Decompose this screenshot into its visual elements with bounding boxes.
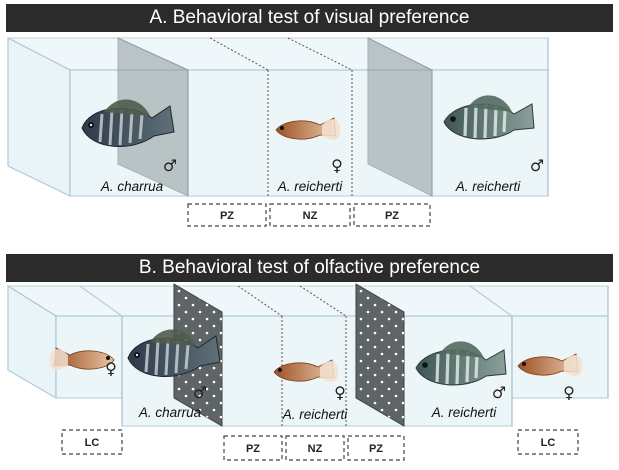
panel-a-zone-boxes: [187, 203, 431, 227]
panel-b-zone-nz: NZ: [308, 443, 323, 455]
panel-b-title: B. Behavioral test of olfactive preferen…: [6, 254, 613, 282]
panel-b-zone-pz-left: PZ: [246, 443, 260, 455]
panel-b-control-lc-right: LC: [541, 437, 556, 449]
panel-a-left-male-symbol: ♂: [163, 156, 177, 175]
panel-b-zone-boxes: [61, 429, 579, 461]
panel-a-zone-lines: [209, 37, 353, 196]
panel-b-zone-pz-right: PZ: [369, 443, 383, 455]
panel-a-zone-pz-right: PZ: [385, 210, 399, 222]
panel-a-right-male-symbol: ♂: [530, 156, 544, 175]
panel-a-divider-right: [367, 37, 433, 197]
panel-a-right-label: A. reicherti: [455, 179, 522, 194]
panel-a-title: A. Behavioral test of visual preference: [6, 4, 613, 32]
panel-a-focal-label: A. reicherti: [277, 179, 344, 194]
panel-b-right-control-female-symbol: ♀: [563, 383, 575, 402]
panel-a-focal-female-symbol: ♀: [331, 156, 343, 175]
panel-a-charrua-label: A. charrua: [100, 179, 164, 194]
panel-a-zone-pz-left: PZ: [220, 210, 234, 222]
panel-b-charrua-label: A. charrua: [138, 405, 202, 420]
panel-b-left-control-female-symbol: ♀: [105, 359, 117, 378]
panel-a-zone-nz: NZ: [303, 210, 318, 222]
panel-b-left-male-symbol: ♂: [193, 383, 207, 402]
panel-b-right-male-symbol: ♂: [492, 383, 506, 402]
panel-b-focal-label: A. reicherti: [282, 407, 349, 422]
panel-b-zone-lines: [237, 285, 347, 426]
panel-b-focal-female-symbol: ♀: [334, 383, 346, 402]
panel-b-perforated-divider-right: [355, 283, 405, 427]
panel-b-right-label: A. reicherti: [431, 405, 498, 420]
panel-b-control-lc-left: LC: [85, 437, 100, 449]
